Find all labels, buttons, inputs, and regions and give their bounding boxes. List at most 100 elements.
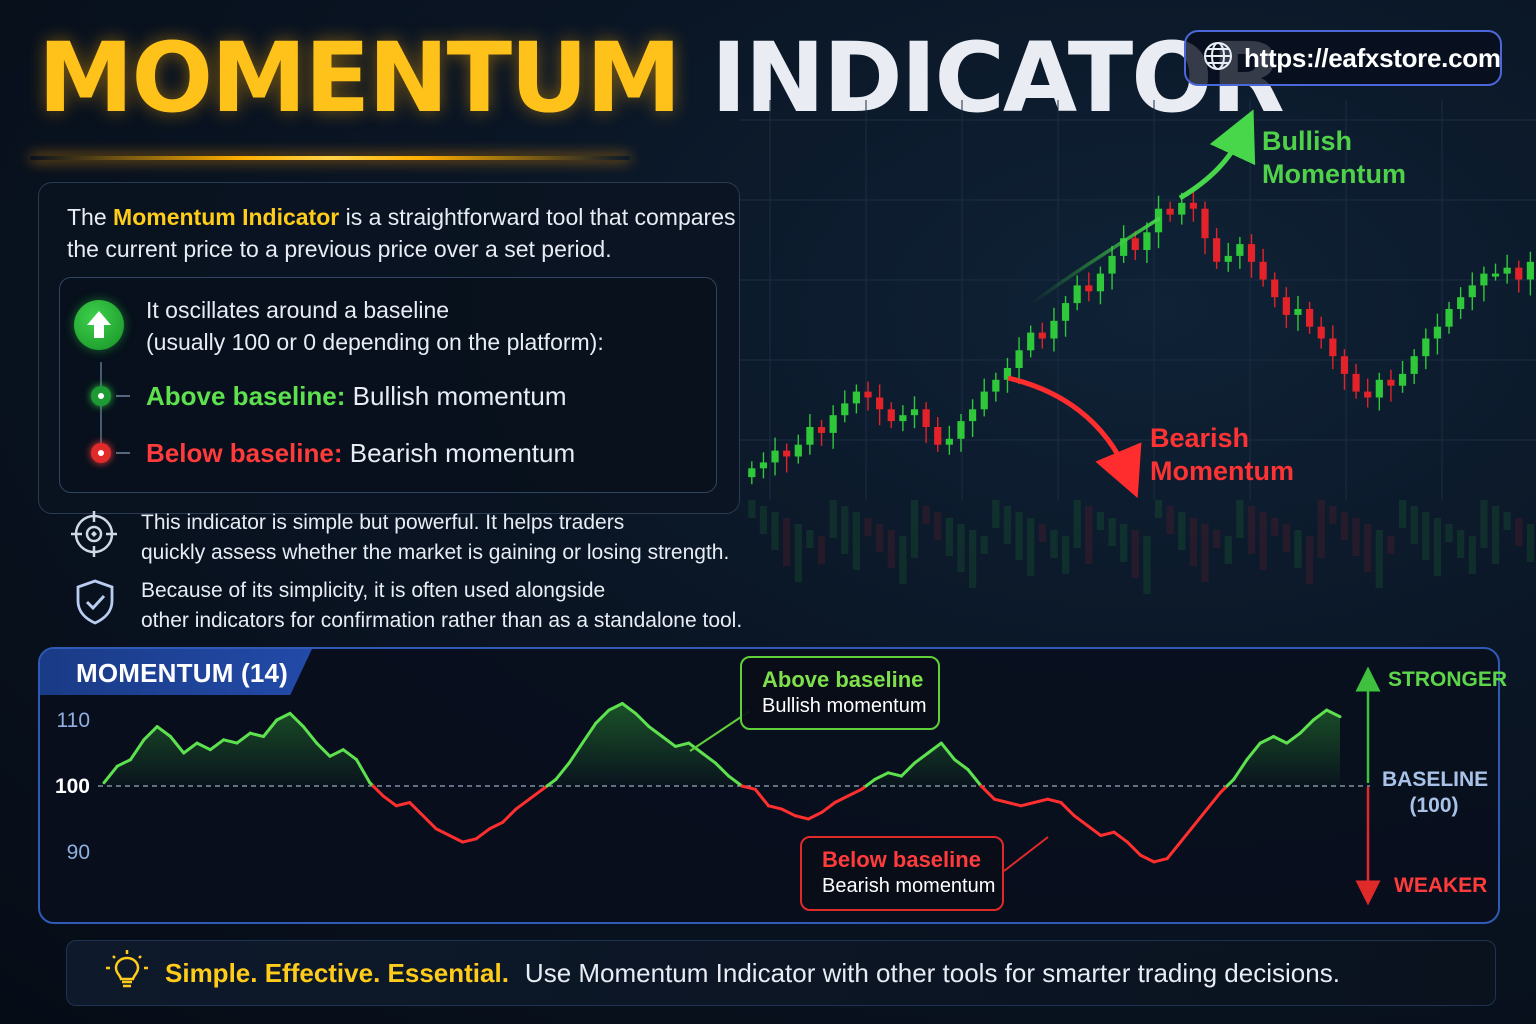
momentum-segment-bullish [1232,758,1249,781]
candle-reflection-bar [1457,530,1465,558]
oscillation-line1: It oscillates around a baseline [146,297,450,323]
candle-bearish [1213,238,1221,262]
above-baseline-row: Above baseline: Bullish momentum [146,381,567,411]
below-baseline-row: Below baseline: Bearish momentum [146,438,575,468]
baseline-label-line2: (100) [1409,794,1459,817]
candle-bullish [1375,379,1383,398]
candle-bearish [887,409,895,422]
momentum-segment-bearish [1125,840,1143,857]
candle-reflection-bar [1038,524,1046,542]
candle-reflection-bar [783,518,791,566]
candle-bullish [1294,309,1302,315]
candle-bullish [1457,297,1465,309]
candle-bullish [1061,303,1070,321]
momentum-segment-bullish [1298,718,1315,735]
momentum-segment-bullish [620,702,638,715]
momentum-segment-bullish [261,718,279,738]
momentum-segment-bullish [873,771,890,781]
website-link[interactable]: https://eafxstore.com [1184,30,1502,86]
momentum-segment-bearish [371,784,385,798]
momentum-segment-bullish [182,741,199,755]
intro-pre: The [67,204,107,230]
momentum-segment-bullish [580,721,598,745]
intro-panel: The Momentum Indicator is a straightforw… [38,182,740,514]
website-url: https://eafxstore.com [1244,42,1501,73]
candle-reflection-bar [1340,512,1349,540]
candle-bearish [817,427,826,433]
candle-bullish [1073,285,1081,304]
momentum-segment-bearish [833,794,850,804]
candle-reflection-bar [794,524,802,582]
candle-bearish [1340,356,1349,374]
above-baseline-label: Above baseline: [146,381,346,411]
bullish-label-line2: Momentum [1262,159,1406,189]
candle-bullish [1480,273,1488,286]
momentum-segment-bearish [408,801,425,818]
momentum-segment-bullish [355,758,372,785]
candle-reflection-bar [1003,506,1012,544]
momentum-segment-bearish [514,797,531,811]
candle-bullish [1224,255,1232,262]
intro-highlight: Momentum Indicator [113,204,340,230]
y-tick-label: 110 [57,709,90,732]
candle-bullish [806,427,814,445]
candle-bearish [922,409,930,427]
candle-reflection-bar [1085,506,1093,564]
candle-reflection-bar [980,536,988,554]
momentum-segment-bullish [899,761,917,778]
candle-bearish [1038,332,1046,339]
candle-bullish [992,379,1000,392]
candle-bullish [1120,238,1128,256]
candle-bearish [1317,326,1325,339]
candle-reflection-bar [1387,536,1395,554]
momentum-segment-bullish [115,758,133,768]
lightbulb-icon [105,949,149,998]
momentum-segment-bullish [248,731,265,738]
callout-below-text: Bearish momentum [822,875,996,897]
price-grid [740,100,1536,500]
price-candlestick-chart [740,100,1536,594]
candle-reflection-bar [1480,500,1488,548]
candle-bullish [945,438,953,445]
momentum-title: MOMENTUM (14) [76,658,289,688]
momentum-segment-bearish [487,820,505,831]
candle-reflection-bar [1050,530,1058,558]
candle-bullish [852,391,860,404]
candle-bearish [1352,373,1360,392]
callout-below-baseline: Below baseline Bearish momentum [800,836,1004,911]
intro-text: The Momentum Indicator is a straightforw… [67,201,737,265]
momentum-segment-bearish [421,814,438,831]
candle-reflection-bar [992,500,1000,528]
momentum-segment-bearish [1072,814,1089,828]
candle-reflection-bar [1526,524,1534,562]
momentum-segment-bullish [1325,708,1342,719]
candle-bearish [934,427,942,445]
candle-reflection-bar [887,530,895,568]
momentum-segment-bullish [155,725,172,738]
bullish-momentum-label: Bullish Momentum [1262,125,1406,191]
candle-bearish [1085,285,1093,292]
momentum-segment-bearish [780,807,797,818]
momentum-segment-bullish [208,738,226,752]
candle-bullish [841,403,849,416]
candle-reflection-bar [1468,536,1476,574]
candle-bearish [1387,379,1395,386]
momentum-segment-bearish [527,787,545,801]
weaker-label: WEAKER [1394,874,1488,897]
candle-bullish [1178,202,1186,215]
candle-reflection-bar [864,518,872,536]
momentum-segment-bullish [1311,708,1329,722]
momentum-segment-bearish [1139,853,1156,864]
candle-reflection-bar [1247,506,1256,554]
note-simple-powerful: This indicator is simple but powerful. I… [141,508,781,568]
candle-bullish [1236,244,1244,256]
callout-above-title: Above baseline [762,667,924,692]
candle-bullish [910,409,919,416]
momentum-segment-bearish [1099,830,1116,837]
candle-reflection-bar [1166,506,1174,534]
callout-below-title: Below baseline [822,847,981,872]
candle-reflection-bar [945,518,953,556]
candle-bullish [748,468,756,478]
candle-reflection-bar [957,524,965,572]
momentum-segment-bearish [1019,801,1036,808]
